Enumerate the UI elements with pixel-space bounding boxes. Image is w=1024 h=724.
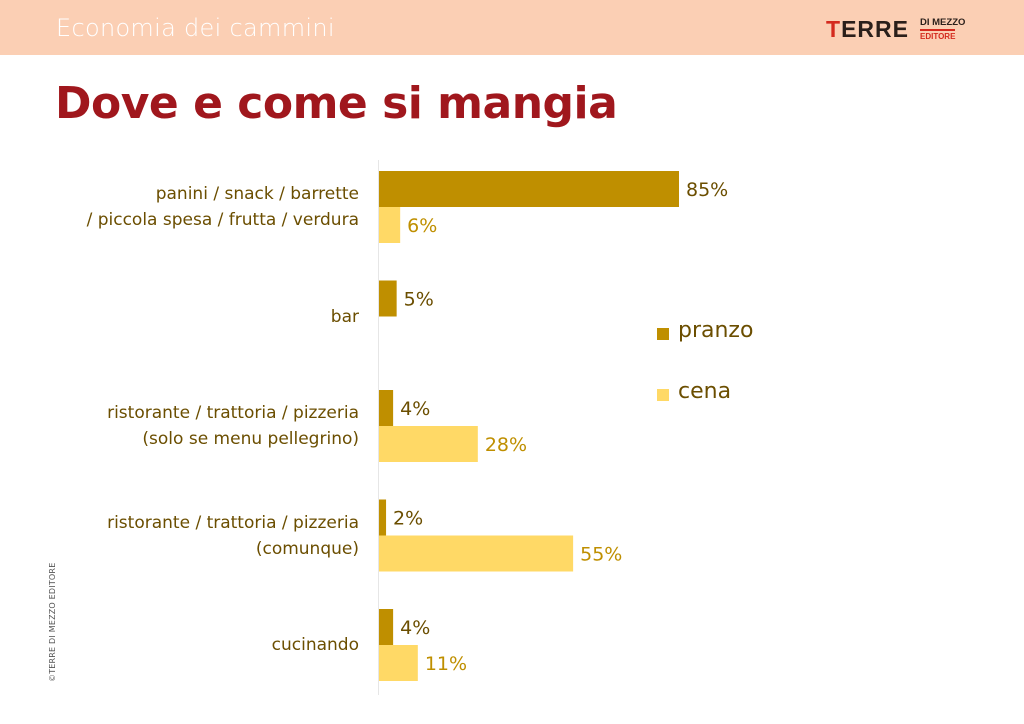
bar-pranzo-1 (379, 280, 397, 317)
category-label-3: ristorante / trattoria / pizzeria (comunq… (19, 510, 359, 562)
data-label-pranzo-0: 85% (686, 179, 728, 201)
data-label-cena-3: 55% (580, 544, 622, 566)
logo-small-bottom: EDITORE (920, 29, 956, 41)
bar-pranzo-4 (379, 609, 394, 645)
category-label-line: panini / snack / barrette (155, 184, 359, 204)
legend-swatch-pranzo (657, 328, 669, 340)
bar-cena-4 (379, 645, 418, 681)
legend-swatch-cena (657, 389, 669, 401)
legend-label-cena: cena (678, 379, 732, 404)
category-label-0: panini / snack / barrette / piccola spesa… (19, 181, 359, 233)
bar-cena-0 (379, 207, 401, 243)
bar-pranzo-2 (379, 390, 394, 426)
header-bar: Economia dei cammini TERRE DI MEZZO EDIT… (0, 0, 1024, 55)
bar-pranzo-3 (379, 499, 387, 536)
logo-main-text: TERRE (826, 16, 909, 42)
category-label-line: cucinando (271, 635, 359, 655)
page-title: Dove e come si mangia (55, 78, 618, 129)
data-label-pranzo-2: 4% (400, 398, 430, 420)
bar-cena-3 (379, 535, 574, 572)
data-label-pranzo-4: 4% (400, 617, 430, 639)
data-label-cena-0: 6% (407, 215, 437, 237)
legend-label-pranzo: pranzo (678, 318, 754, 343)
bar-cena-2 (379, 426, 478, 462)
category-label-line: ristorante / trattoria / pizzeria (107, 512, 359, 533)
data-label-pranzo-3: 2% (393, 508, 423, 530)
category-label-1: bar (19, 304, 359, 330)
data-label-pranzo-1: 5% (404, 289, 434, 311)
category-label-2: ristorante / trattoria / pizzeria (solo s… (19, 400, 359, 452)
category-label-4: cucinando (19, 632, 359, 658)
section-title: Economia dei cammini (56, 14, 335, 42)
category-label-line: (comunque) (255, 538, 359, 559)
publisher-logo: TERRE DI MEZZO EDITORE (826, 16, 976, 44)
data-label-cena-4: 11% (425, 653, 467, 675)
data-label-cena-2: 28% (485, 434, 527, 456)
category-label-line: ristorante / trattoria / pizzeria (107, 403, 359, 423)
bar-pranzo-0 (379, 171, 679, 207)
category-label-line: bar (330, 306, 359, 327)
logo-small-top: DI MEZZO (920, 17, 966, 28)
category-label-line: (solo se menu pellegrino) (142, 429, 359, 449)
category-label-line: / piccola spesa / frutta / verdura (86, 210, 359, 230)
